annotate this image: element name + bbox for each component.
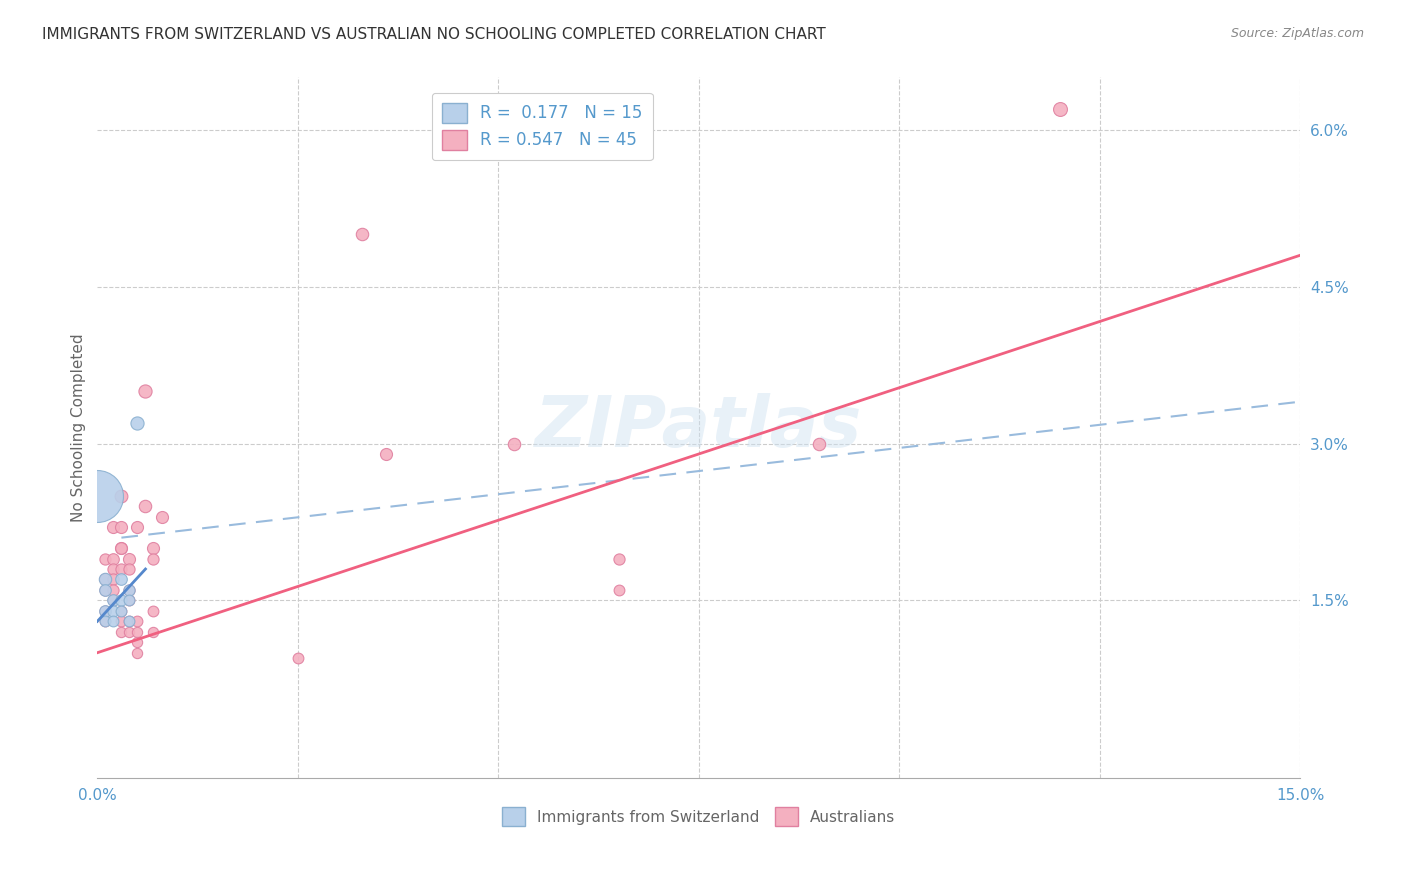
Point	[110, 520, 132, 534]
Point	[110, 604, 132, 618]
Point	[127, 635, 149, 649]
Legend: Immigrants from Switzerland, Australians: Immigrants from Switzerland, Australians	[495, 800, 903, 834]
Point	[110, 541, 132, 555]
Point	[94, 604, 117, 618]
Point	[503, 436, 526, 450]
Point	[287, 651, 309, 665]
Point	[94, 573, 117, 587]
Point	[150, 509, 173, 524]
Point	[142, 624, 165, 639]
Point	[607, 582, 630, 597]
Point	[110, 593, 132, 607]
Point	[1049, 102, 1071, 116]
Point	[118, 551, 141, 566]
Point	[127, 416, 149, 430]
Point	[103, 593, 125, 607]
Point	[142, 551, 165, 566]
Point	[118, 624, 141, 639]
Point	[110, 615, 132, 629]
Point	[94, 582, 117, 597]
Point	[110, 604, 132, 618]
Point	[103, 573, 125, 587]
Point	[118, 593, 141, 607]
Point	[118, 562, 141, 576]
Point	[808, 436, 831, 450]
Point	[103, 604, 125, 618]
Point	[127, 520, 149, 534]
Point	[134, 500, 156, 514]
Point	[103, 593, 125, 607]
Point	[118, 593, 141, 607]
Point	[103, 582, 125, 597]
Point	[103, 551, 125, 566]
Point	[134, 384, 156, 399]
Point	[110, 489, 132, 503]
Point	[94, 615, 117, 629]
Y-axis label: No Schooling Completed: No Schooling Completed	[72, 334, 86, 522]
Point	[118, 582, 141, 597]
Point	[607, 551, 630, 566]
Point	[94, 551, 117, 566]
Point	[86, 489, 108, 503]
Text: ZIPatlas: ZIPatlas	[536, 393, 862, 462]
Point	[94, 604, 117, 618]
Text: IMMIGRANTS FROM SWITZERLAND VS AUSTRALIAN NO SCHOOLING COMPLETED CORRELATION CHA: IMMIGRANTS FROM SWITZERLAND VS AUSTRALIA…	[42, 27, 825, 42]
Point	[127, 615, 149, 629]
Point	[118, 615, 141, 629]
Point	[142, 604, 165, 618]
Point	[103, 520, 125, 534]
Point	[110, 541, 132, 555]
Point	[142, 541, 165, 555]
Point	[103, 615, 125, 629]
Point	[94, 573, 117, 587]
Point	[110, 624, 132, 639]
Point	[350, 227, 373, 242]
Point	[94, 615, 117, 629]
Point	[103, 562, 125, 576]
Point	[127, 646, 149, 660]
Point	[110, 573, 132, 587]
Point	[110, 562, 132, 576]
Text: Source: ZipAtlas.com: Source: ZipAtlas.com	[1230, 27, 1364, 40]
Point	[118, 582, 141, 597]
Point	[127, 624, 149, 639]
Point	[375, 447, 398, 461]
Point	[118, 615, 141, 629]
Point	[94, 582, 117, 597]
